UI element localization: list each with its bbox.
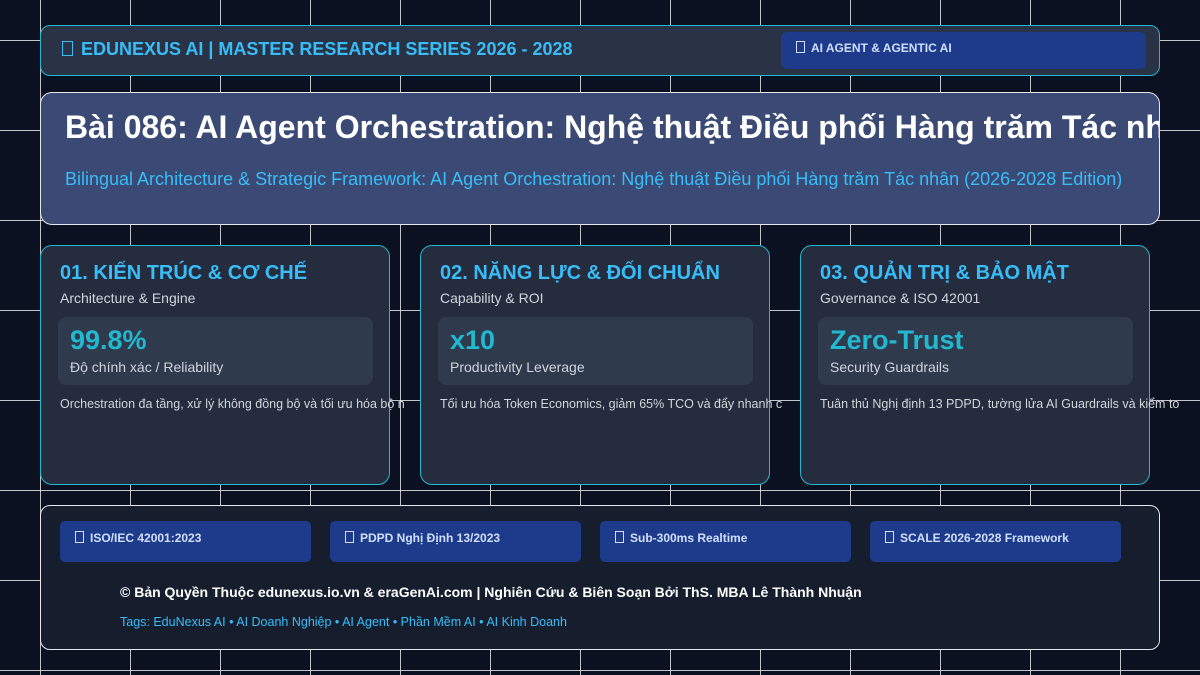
- copyright: © Bản Quyền Thuộc edunexus.io.vn & eraGe…: [120, 584, 862, 600]
- subtitle: Bilingual Architecture & Strategic Frame…: [65, 169, 1123, 189]
- title-wrap: Bài 086: AI Agent Orchestration: Nghệ th…: [65, 109, 1159, 146]
- title: Bài 086: AI Agent Orchestration: Nghệ th…: [65, 109, 1159, 145]
- card-heading: 01. KIẾN TRÚC & CƠ CHẾ: [60, 262, 308, 284]
- badge-text: PDPD Nghị Định 13/2023: [360, 531, 501, 545]
- card-text: Orchestration đa tầng, xử lý không đồng …: [60, 397, 405, 411]
- metric-label: Productivity Leverage: [450, 359, 585, 375]
- card-subheading: Capability & ROI: [440, 290, 544, 306]
- card: 02. NĂNG LỰC & ĐỐI CHUẨN Capability & ROI…: [420, 245, 782, 485]
- badge-text: Sub-300ms Realtime: [630, 531, 748, 545]
- card-subheading: Architecture & Engine: [60, 290, 196, 306]
- card-subheading: Governance & ISO 42001: [820, 290, 981, 306]
- brand: EDUNEXUS AI | MASTER RESEARCH SERIES 202…: [62, 39, 573, 60]
- footer-badge[interactable]: ISO/IEC 42001:2023: [60, 521, 311, 562]
- topic-badge[interactable]: AI AGENT & AGENTIC AI: [781, 32, 1146, 69]
- metric-label: Security Guardrails: [830, 359, 950, 375]
- metric-box: x10 Productivity Leverage: [438, 317, 753, 385]
- metric-label: Độ chính xác / Reliability: [70, 359, 224, 375]
- badge-text: SCALE 2026-2028 Framework: [900, 531, 1069, 545]
- badge-icon: [345, 531, 354, 543]
- card-text: Tối ưu hóa Token Economics, giảm 65% TCO…: [440, 397, 783, 411]
- badge-text: AI AGENT & AGENTIC AI: [811, 41, 952, 55]
- badge-icon: [885, 531, 894, 543]
- card-heading: 02. NĂNG LỰC & ĐỐI CHUẨN: [440, 262, 720, 284]
- brand-text: EDUNEXUS AI | MASTER RESEARCH SERIES 202…: [81, 39, 573, 59]
- card-heading: 03. QUẢN TRỊ & BẢO MẬT: [820, 262, 1069, 284]
- header-bar: EDUNEXUS AI | MASTER RESEARCH SERIES 202…: [40, 25, 1160, 76]
- badge-icon: [75, 531, 84, 543]
- hero: Bài 086: AI Agent Orchestration: Nghệ th…: [40, 92, 1160, 225]
- footer: © Bản Quyền Thuộc edunexus.io.vn & eraGe…: [40, 505, 1160, 650]
- card: 01. KIẾN TRÚC & CƠ CHẾ Architecture & Eng…: [40, 245, 405, 485]
- footer-badge[interactable]: PDPD Nghị Định 13/2023: [330, 521, 581, 562]
- badge-text: ISO/IEC 42001:2023: [90, 531, 202, 545]
- metric: x10: [450, 325, 496, 355]
- footer-badge[interactable]: SCALE 2026-2028 Framework: [870, 521, 1121, 562]
- footer-badge[interactable]: Sub-300ms Realtime: [600, 521, 851, 562]
- metric-box: 99.8% Độ chính xác / Reliability: [58, 317, 373, 385]
- card: 03. QUẢN TRỊ & BẢO MẬT Governance & ISO 4…: [800, 245, 1179, 485]
- metric: 99.8%: [70, 325, 147, 355]
- badge-icon: [615, 531, 624, 543]
- tags[interactable]: Tags: EduNexus AI • AI Doanh Nghiệp • AI…: [120, 615, 567, 629]
- metric: Zero-Trust: [830, 325, 964, 355]
- metric-box: Zero-Trust Security Guardrails: [818, 317, 1133, 385]
- card-text: Tuân thủ Nghị định 13 PDPD, tường lửa AI…: [820, 397, 1180, 411]
